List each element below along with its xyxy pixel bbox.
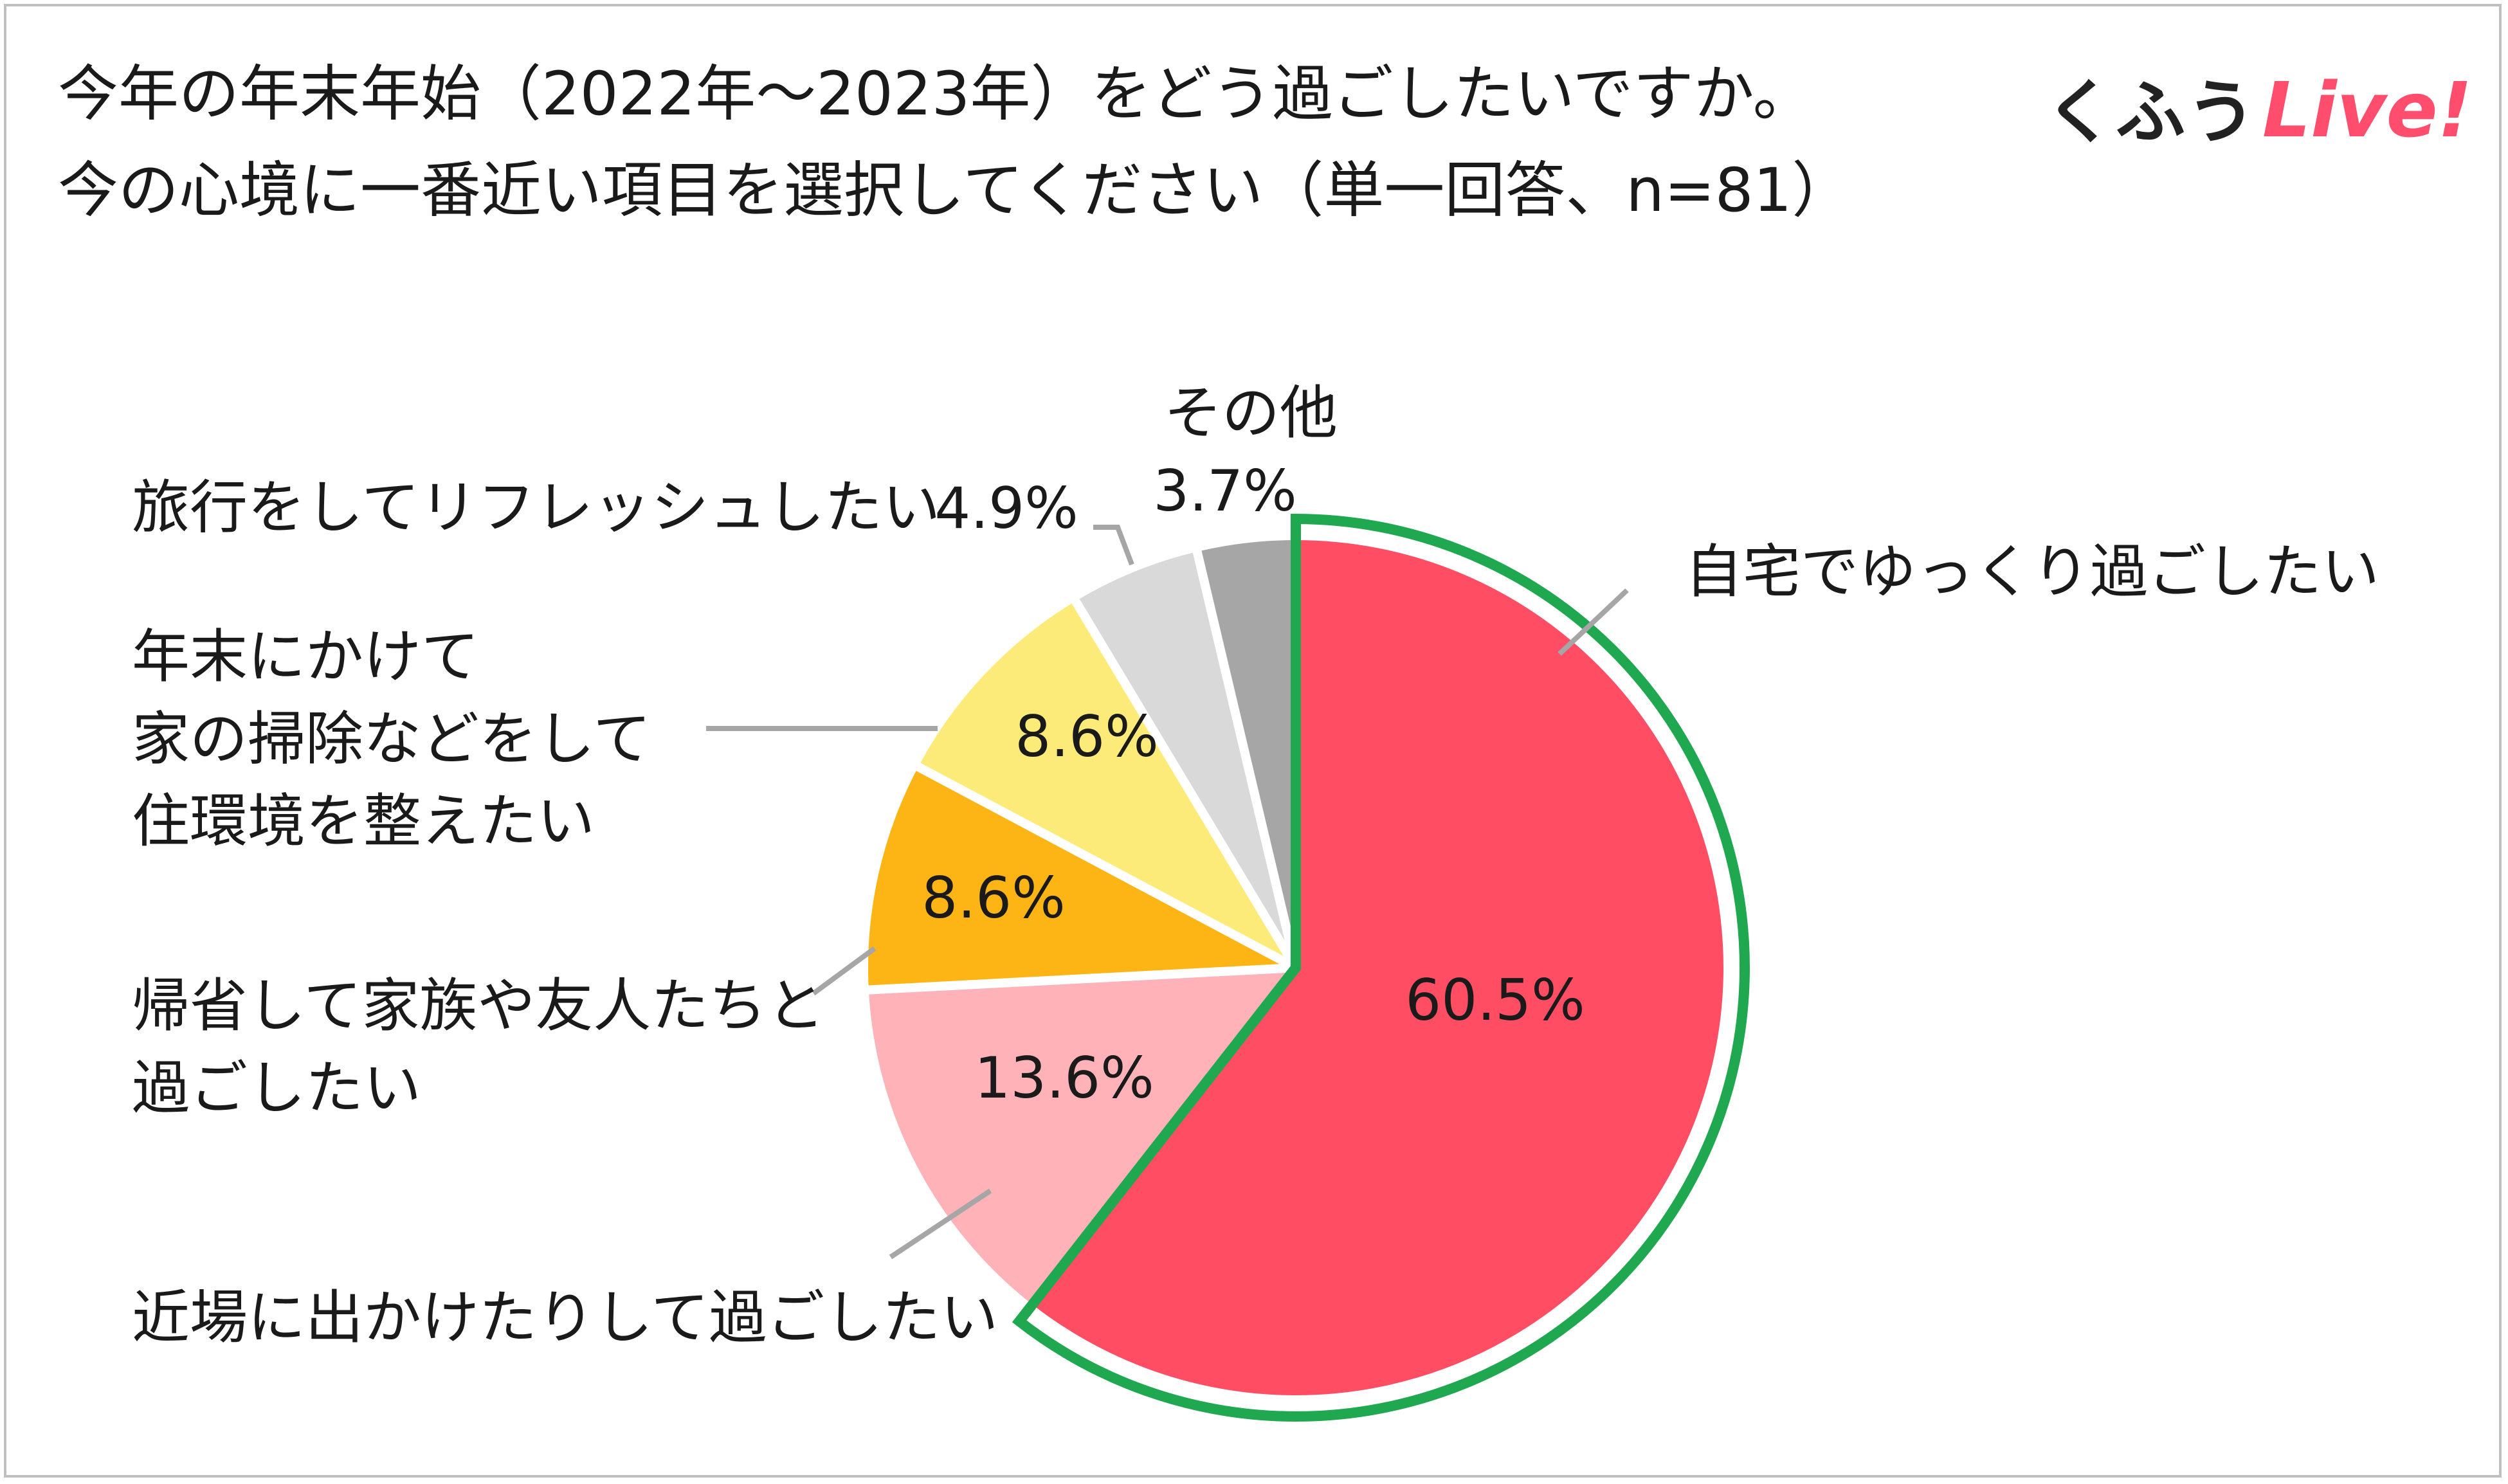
leader-line-2	[889, 1188, 992, 1260]
pie-slice-2	[859, 963, 1300, 1313]
chart-title-line1: 今年の年末年始（2022年～2023年）をどう過ごしたいですか。	[58, 59, 1813, 129]
leader-line-5	[1093, 525, 1134, 566]
chart-frame	[4, 4, 2502, 1478]
category-label-5: 旅行をしてリフレッシュしたい	[132, 474, 940, 541]
pie-slice-3	[859, 760, 1300, 995]
logo-text-live: Live!	[2262, 66, 2473, 154]
pct-label-6: 3.7%	[1153, 458, 1297, 524]
kufuu-live-logo: くふうLive!	[2045, 57, 2472, 157]
pct-label-5: 4.9%	[934, 475, 1078, 541]
pie-highlight	[1012, 513, 1750, 1422]
pct-label-3: 8.6%	[922, 865, 1066, 931]
highlight-outline	[1012, 513, 1750, 1422]
leader-line-1	[1558, 588, 1629, 656]
category-label-4: 年末にかけて家の掃除などをして住環境を整えたい	[132, 623, 651, 855]
pct-label-4: 8.6%	[1015, 703, 1159, 770]
pct-label-1: 60.5%	[1405, 967, 1585, 1033]
pie-slice-1	[1025, 531, 1732, 1404]
chart-title-line2: 今の心境に一番近い項目を選択してください（単一回答、n=81）	[58, 156, 1853, 226]
category-label-1: 自宅でゆっくり過ごしたい	[1685, 538, 2379, 606]
pie-labels: 60.5% 自宅でゆっくり過ごしたい 13.6% 近場に出かけたりして過ごしたい 8.6…	[132, 379, 2379, 1352]
pct-label-2: 13.6%	[974, 1045, 1154, 1111]
pie-slice-5	[1068, 543, 1300, 972]
pie-slice-4	[909, 592, 1300, 972]
leader-line-3	[812, 946, 877, 996]
category-label-6: その他	[1164, 379, 1338, 447]
category-label-2: 近場に出かけたりして過ごしたい	[132, 1284, 998, 1352]
logo-text-kufuu: くふう	[2045, 73, 2258, 153]
leader-lines	[706, 525, 1629, 1260]
pie-slices	[859, 531, 1732, 1404]
category-label-3: 帰省して家族や友人たちと過ごしたい	[132, 972, 824, 1122]
